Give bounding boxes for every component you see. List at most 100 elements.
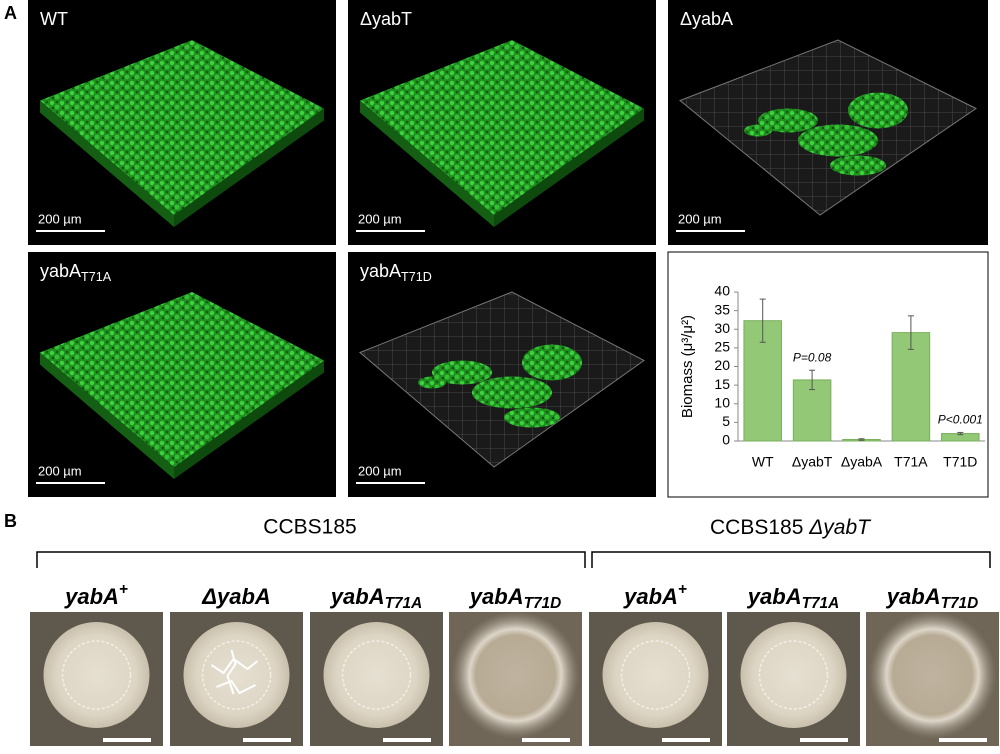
- p-value: P<0.001: [938, 413, 983, 427]
- biofilm-cluster: [848, 92, 908, 129]
- x-tick-label: T71A: [894, 454, 928, 470]
- label: yabAT71D: [469, 584, 561, 612]
- colony-ring: [758, 640, 829, 710]
- label: CCBS185: [263, 516, 356, 539]
- x-tick-label: T71D: [943, 454, 977, 470]
- label-sub: T71A: [81, 270, 112, 284]
- scale-bar: [800, 738, 848, 742]
- scale-bar: [662, 738, 710, 742]
- biofilm-surface: [40, 40, 324, 215]
- label-sup: +: [678, 581, 687, 598]
- chart-frame: [667, 251, 989, 498]
- bracket: [36, 551, 586, 568]
- label: yabA+: [623, 581, 687, 609]
- biofilm-sides: [494, 108, 644, 227]
- label: ΔyabA: [680, 9, 733, 29]
- biofilm-sides: [174, 360, 324, 479]
- biofilm-cluster: [758, 108, 818, 133]
- bracket: [591, 551, 991, 568]
- label: yabAT71A: [40, 261, 112, 285]
- biofilm-cluster: [432, 360, 492, 385]
- label: yabAT71A: [330, 584, 422, 612]
- x-tick-label: WT: [752, 454, 774, 470]
- scale-bar-label: 200 µm: [38, 211, 82, 226]
- colony-ring: [201, 640, 272, 710]
- scale-bar-label: 200 µm: [358, 211, 402, 226]
- biofilm-cluster: [522, 344, 582, 381]
- label-sub: T71A: [802, 595, 840, 612]
- y-tick-label: 20: [714, 357, 730, 373]
- colony-ring: [620, 640, 691, 710]
- colony: [323, 622, 430, 728]
- label-base: yabA: [747, 584, 802, 609]
- biofilm-surface: [40, 292, 324, 467]
- label: ΔyabT: [360, 9, 412, 29]
- panel-label: A: [4, 3, 17, 23]
- label-base: yabA: [623, 584, 678, 609]
- label-base: yabA: [360, 261, 401, 281]
- biofilm-cluster: [504, 407, 560, 428]
- biofilm-sides: [174, 108, 324, 227]
- biofilm-surface: [360, 40, 644, 215]
- colony: [43, 622, 150, 728]
- colony-wrinkles: [210, 649, 259, 695]
- bar: [891, 332, 931, 442]
- biofilm-cluster: [418, 376, 446, 389]
- p-value: P=0.08: [793, 350, 832, 364]
- scale-bar: [939, 738, 987, 742]
- label-sub: T71D: [401, 270, 432, 284]
- scale-bar: [383, 738, 431, 742]
- biofilm-cluster: [798, 124, 878, 157]
- y-tick-label: 10: [714, 394, 730, 410]
- label-base: yabA: [886, 584, 941, 609]
- y-tick-label: 40: [714, 283, 730, 299]
- panel-label: B: [4, 511, 17, 531]
- biofilm-sides: [360, 100, 494, 227]
- label-sub: T71A: [385, 595, 423, 612]
- label-sup: +: [119, 581, 128, 598]
- scale-bar-label: 200 µm: [678, 211, 722, 226]
- colony: [183, 622, 290, 728]
- colony: [451, 611, 580, 739]
- colony-ring: [341, 640, 412, 710]
- label-sub: T71D: [941, 595, 979, 612]
- y-tick-label: 30: [714, 320, 730, 336]
- x-tick-label: ΔyabT: [792, 454, 833, 470]
- scale-bar-label: 200 µm: [38, 463, 82, 478]
- label: yabAT71D: [360, 261, 432, 285]
- scale-bar: [522, 738, 570, 742]
- label: CCBS185 ΔyabT: [710, 516, 872, 539]
- colony: [740, 622, 847, 728]
- label: ΔyabA: [201, 584, 271, 609]
- scale-bar: [243, 738, 291, 742]
- biofilm-cluster: [744, 124, 772, 137]
- label-italic: ΔyabT: [808, 516, 872, 539]
- y-tick-label: 0: [722, 432, 730, 448]
- label: yabA+: [64, 581, 128, 609]
- x-tick-label: ΔyabA: [841, 454, 883, 470]
- colony-ring: [61, 640, 132, 710]
- label: yabAT71D: [886, 584, 978, 612]
- biofilm-cluster: [472, 376, 552, 409]
- biofilm-cluster: [830, 155, 886, 176]
- y-tick-label: 25: [714, 339, 730, 355]
- colony: [602, 622, 709, 728]
- colony: [868, 611, 997, 739]
- label-base: yabA: [330, 584, 385, 609]
- scale-bar-label: 200 µm: [358, 463, 402, 478]
- biofilm-sides: [40, 352, 174, 479]
- y-tick-label: 5: [722, 413, 730, 429]
- label-base: yabA: [40, 261, 81, 281]
- label: yabAT71A: [747, 584, 839, 612]
- label-base: CCBS185: [710, 516, 809, 539]
- label: WT: [40, 9, 68, 29]
- label-base: yabA: [469, 584, 524, 609]
- y-axis-title: Biomass (μ³/μ²): [679, 315, 696, 418]
- scale-bar: [103, 738, 151, 742]
- biofilm-sides: [40, 100, 174, 227]
- y-tick-label: 35: [714, 301, 730, 317]
- label-base: yabA: [64, 584, 119, 609]
- label-sub: T71D: [524, 595, 562, 612]
